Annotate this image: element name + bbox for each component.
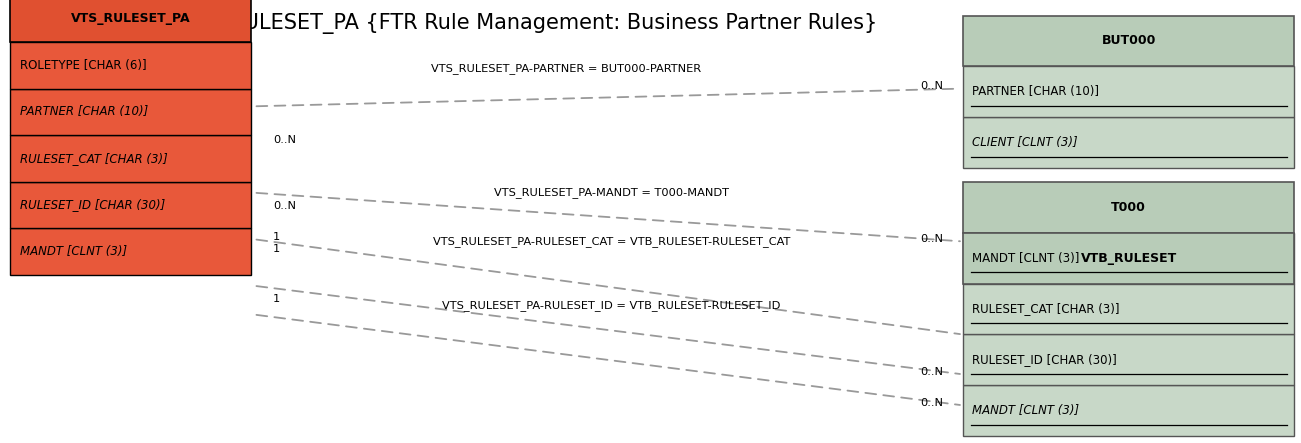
Text: MANDT [CLNT (3)]: MANDT [CLNT (3)] bbox=[20, 245, 126, 258]
FancyBboxPatch shape bbox=[963, 66, 1294, 117]
FancyBboxPatch shape bbox=[963, 233, 1294, 284]
Text: PARTNER [CHAR (10)]: PARTNER [CHAR (10)] bbox=[972, 85, 1099, 98]
FancyBboxPatch shape bbox=[10, 228, 251, 275]
Text: RULESET_CAT [CHAR (3)]: RULESET_CAT [CHAR (3)] bbox=[972, 303, 1119, 315]
Text: 1: 1 bbox=[273, 244, 281, 254]
FancyBboxPatch shape bbox=[963, 334, 1294, 385]
Text: VTS_RULESET_PA-PARTNER = BUT000-PARTNER: VTS_RULESET_PA-PARTNER = BUT000-PARTNER bbox=[431, 63, 701, 74]
FancyBboxPatch shape bbox=[963, 117, 1294, 168]
Text: VTS_RULESET_PA: VTS_RULESET_PA bbox=[72, 12, 190, 25]
Text: 0..N: 0..N bbox=[920, 82, 943, 91]
Text: 0..N: 0..N bbox=[920, 234, 943, 244]
Text: 0..N: 0..N bbox=[920, 367, 943, 377]
Text: VTS_RULESET_PA-RULESET_ID = VTB_RULESET-RULESET_ID: VTS_RULESET_PA-RULESET_ID = VTB_RULESET-… bbox=[442, 300, 781, 311]
Text: RULESET_ID [CHAR (30)]: RULESET_ID [CHAR (30)] bbox=[972, 354, 1116, 366]
Text: 0..N: 0..N bbox=[920, 398, 943, 408]
Text: VTS_RULESET_PA-MANDT = T000-MANDT: VTS_RULESET_PA-MANDT = T000-MANDT bbox=[494, 187, 729, 198]
Text: PARTNER [CHAR (10)]: PARTNER [CHAR (10)] bbox=[20, 105, 148, 118]
FancyBboxPatch shape bbox=[963, 385, 1294, 436]
FancyBboxPatch shape bbox=[10, 0, 251, 42]
Text: 0..N: 0..N bbox=[273, 135, 297, 144]
Text: 0..N: 0..N bbox=[273, 201, 297, 211]
FancyBboxPatch shape bbox=[963, 16, 1294, 66]
Text: CLIENT [CLNT (3)]: CLIENT [CLNT (3)] bbox=[972, 136, 1077, 149]
Text: MANDT [CLNT (3)]: MANDT [CLNT (3)] bbox=[972, 404, 1079, 417]
FancyBboxPatch shape bbox=[10, 89, 251, 135]
FancyBboxPatch shape bbox=[10, 135, 251, 182]
FancyBboxPatch shape bbox=[963, 233, 1294, 284]
Text: RULESET_CAT [CHAR (3)]: RULESET_CAT [CHAR (3)] bbox=[20, 152, 168, 165]
Text: MANDT [CLNT (3)]: MANDT [CLNT (3)] bbox=[972, 252, 1080, 264]
Text: VTB_RULESET: VTB_RULESET bbox=[1081, 252, 1176, 264]
Text: 1: 1 bbox=[273, 232, 281, 242]
Text: BUT000: BUT000 bbox=[1102, 35, 1155, 47]
Text: T000: T000 bbox=[1111, 201, 1146, 214]
Text: SAP ABAP table VTS_RULESET_PA {FTR Rule Management: Business Partner Rules}: SAP ABAP table VTS_RULESET_PA {FTR Rule … bbox=[10, 13, 878, 34]
FancyBboxPatch shape bbox=[10, 42, 251, 89]
FancyBboxPatch shape bbox=[10, 182, 251, 228]
FancyBboxPatch shape bbox=[963, 284, 1294, 334]
Text: 1: 1 bbox=[273, 294, 281, 304]
Text: VTS_RULESET_PA-RULESET_CAT = VTB_RULESET-RULESET_CAT: VTS_RULESET_PA-RULESET_CAT = VTB_RULESET… bbox=[433, 236, 790, 247]
Text: RULESET_ID [CHAR (30)]: RULESET_ID [CHAR (30)] bbox=[20, 198, 165, 211]
Text: ROLETYPE [CHAR (6)]: ROLETYPE [CHAR (6)] bbox=[20, 59, 146, 72]
FancyBboxPatch shape bbox=[963, 182, 1294, 233]
